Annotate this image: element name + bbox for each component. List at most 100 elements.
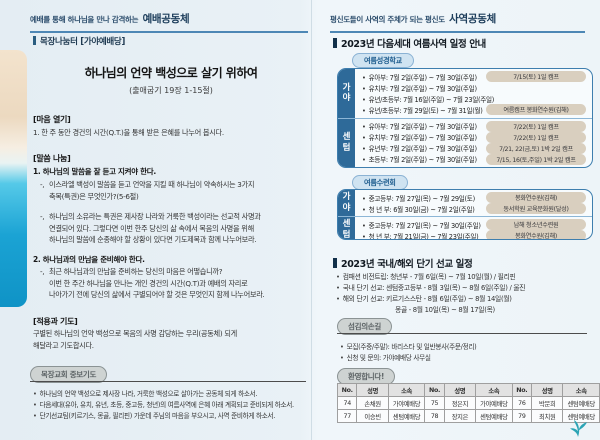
group-header-gaya: 가야 [338, 190, 355, 216]
word-point1-title: 1. 하나님의 말씀을 잘 듣고 지켜야 한다. [33, 167, 156, 176]
schedule-row: 유년/초등부: 7월 29일(토) ~ 7월 31일(월) 여름캠프 봉화연수원… [362, 104, 586, 116]
beach-photo [0, 50, 27, 307]
mind-opening-line: 1. 한 주 동안 경건의 시간(Q.T.)을 통해 받은 은혜를 나누어 봅시… [33, 128, 224, 137]
serving-bullet: 모집(주중/주말): 바리스타 및 일반봉사(주문/정리) [340, 341, 477, 351]
mission-heading: 2023년 국내/해외 단기 선교 일정 [333, 256, 473, 270]
sermon-scripture: (출애굽기 19장 1-15절) [129, 86, 213, 95]
camp-badge: 7/15, 16(토,주일) 1박 2일 캠프 [486, 153, 586, 165]
mind-opening-heading: [마음 열기] [33, 115, 71, 124]
right-page-header: 평신도들이 사역의 주체가 되는 평신도 사역공동체 [330, 11, 585, 33]
word-point2-title: 2. 하나님과의 만남을 준비해야 한다. [33, 255, 145, 264]
intercession-bullet: 단기선교팀(키르기스, 몽골, 필리핀) 가운데 주님의 마음을 부으시고, 사… [33, 410, 276, 420]
col-header-branch: 소속 [562, 383, 600, 397]
retreat-table: 가야 중고등부: 7월 27일(목) ~ 7월 29일(토) 봉화연수원(김해)… [337, 189, 593, 240]
bible-school-group-centum: 센텀 유아부: 7월 2일(주일) ~ 7월 30일(주일) 7/22(토) 1… [338, 117, 592, 167]
intercession-bullet: 다음세대(유아, 유치, 유년, 초등, 중고등, 청년)의 여름사역에 은혜 … [33, 399, 295, 409]
intercession-bullet: 하나님의 언약 백성으로 제사장 나라, 거룩한 백성으로 살아가는 공동체 되… [33, 388, 258, 398]
serving-rule [337, 333, 587, 334]
mission-bullet: 국내 단기 선교: 센텀중고등부 - 8월 3일(목) ~ 8월 6일(주일) … [336, 282, 526, 292]
left-header-emphasis: 예배공동체 [142, 13, 190, 25]
intercession-tab: 목장교회 중보기도 [30, 366, 108, 383]
col-header-name: 성명 [531, 383, 564, 397]
application-text: 구별된 하나님의 언약 백성으로 복음의 사명 감당하는 우리(공동체) 되게 … [33, 329, 237, 350]
camp-badge: 여름캠프 봉화연수원(김해) [486, 104, 586, 116]
schedule-row: 청 년 부: 7월 21일(금) ~ 7월 23일(주일) 봉화연수원(김해) [362, 230, 586, 239]
word-sharing-heading: [말씀 나눔] [33, 154, 71, 163]
intercession-rule [30, 381, 306, 382]
retreat-group-centum: 센텀 중고등부: 7월 27일(목) ~ 7월 30일(주일) 남해 청소년수련… [338, 216, 592, 239]
application-heading: [적용과 기도] [33, 317, 78, 326]
left-header-tagline: 예배를 통해 하나님을 만나 감격하는 [30, 15, 139, 24]
member-no: 74 [336, 396, 358, 410]
word-point2-sub1: 최근 하나님과의 만남을 준비하는 당신의 마음은 어떻습니까? 이번 한 주간… [40, 266, 265, 301]
right-header-emphasis: 사역공동체 [449, 13, 496, 25]
col-header-no: No. [511, 383, 533, 397]
member-name: 최치원 [531, 409, 564, 423]
summer-schedule-heading: 2023년 다음세대 여름사역 일정 안내 [333, 36, 486, 50]
col-header-no: No. [424, 383, 445, 397]
camp-badge: 7/15(토) 1일 캠프 [486, 71, 586, 83]
serving-bullet: 신청 및 문의: 가야예배당 사무실 [340, 352, 431, 362]
camp-badge: 남해 청소년수련원 [486, 219, 586, 230]
member-branch: 가야예배당 [475, 396, 513, 410]
member-no: 79 [511, 409, 533, 423]
schedule-row: 유치부: 7월 2일(주일) ~ 7월 30일(주일) [362, 83, 586, 93]
sermon-title: 하나님의 언약 백성으로 살기 위하여 [84, 66, 258, 80]
member-no: 75 [424, 396, 445, 410]
group-header-gaya: 가야 [338, 69, 355, 118]
member-branch: 센텀예배당 [475, 409, 513, 423]
col-header-branch: 소속 [387, 383, 426, 397]
schedule-row: 유치부: 7월 2일(주일) ~ 7월 30일(주일) 7/22(토) 1일 캠… [362, 131, 586, 143]
member-name: 박문희 [531, 396, 564, 410]
member-branch: 센텀예배당 [562, 409, 600, 423]
member-name: 손채원 [356, 396, 389, 410]
welcome-row: 77 이승빈 센텀예배당 78 장지은 센텀예배당 79 최치원 센텀예배당 [336, 409, 600, 423]
bible-school-group-gaya: 가야 유아부: 7월 2일(주일) ~ 7월 30일(주일) 7/15(토) 1… [338, 69, 592, 118]
word-point1-sub1: 이스라엘 백성이 말씀을 듣고 언약을 지킬 때 하나님이 약속하시는 3가지 … [40, 179, 255, 202]
member-name: 장지은 [443, 409, 477, 423]
member-branch: 센텀예배당 [387, 409, 426, 423]
bible-school-pill: 여름성경학교 [352, 53, 414, 68]
camp-badge: 7/21, 22(금,토) 1박 2일 캠프 [486, 142, 586, 154]
camp-badge: 봉화연수원(김해) [486, 230, 586, 239]
member-name: 정은지 [443, 396, 477, 410]
word-point1-sub2: 하나님의 소유라는 특권은 제사장 나라와 거룩한 백성이라는 선교적 사명과 … [40, 211, 261, 246]
schedule-row: 유년/초등부: 7월 16일(주일) ~ 7월 23일(주일) [362, 94, 586, 104]
member-no: 77 [336, 409, 358, 423]
col-header-name: 성명 [356, 383, 389, 397]
member-branch: 가야예배당 [387, 396, 426, 410]
schedule-row: 중고등부: 7월 27일(목) ~ 7월 29일(토) 봉화연수원(김해) [362, 192, 586, 203]
page-center-divider [311, 0, 312, 440]
sermon-title-block: 하나님의 언약 백성으로 살기 위하여 (출애굽기 19장 1-15절) [40, 64, 302, 96]
camp-badge: 7/22(토) 1일 캠프 [486, 120, 586, 132]
mission-bullet: 해외 단기 선교: 키르기스스탄 - 8월 6일(주일) ~ 8월 14일(월) [336, 293, 512, 303]
member-no: 76 [511, 396, 533, 410]
schedule-row: 유아부: 7월 2일(주일) ~ 7월 30일(주일) 7/22(토) 1일 캠… [362, 120, 586, 132]
schedule-row: 청 년 부: 6월 30일(금) ~ 7월 2일(주일) 동서학원 교육문화원(… [362, 203, 586, 214]
member-name: 이승빈 [356, 409, 389, 423]
retreat-group-gaya: 가야 중고등부: 7월 27일(목) ~ 7월 29일(토) 봉화연수원(김해)… [338, 190, 592, 216]
mission-bullet: 컴패션 비전트립: 청년부 - 7월 6일(목) ~ 7월 10일(월) / 필… [336, 271, 516, 281]
schedule-row: 유년부: 7월 2일(주일) ~ 7월 30일(주일) 7/21, 22(금,토… [362, 142, 586, 154]
col-header-no: No. [336, 383, 358, 397]
welcome-header-row: No. 성명 소속 No. 성명 소속 No. 성명 소속 [336, 383, 600, 397]
welcome-table: No. 성명 소속 No. 성명 소속 No. 성명 소속 74 손채원 가야예… [336, 383, 600, 423]
church-logo-leaf-icon [570, 420, 587, 437]
col-header-name: 성명 [443, 383, 477, 397]
group-header-centum: 센텀 [338, 217, 355, 239]
section-label-mokjang: 목장나눔터 [가야예배당] [33, 35, 125, 47]
schedule-row: 유아부: 7월 2일(주일) ~ 7월 30일(주일) 7/15(토) 1일 캠… [362, 71, 586, 83]
col-header-branch: 소속 [475, 383, 513, 397]
camp-badge: 봉화연수원(김해) [486, 192, 586, 203]
member-branch: 센텀예배당 [562, 396, 600, 410]
right-header-tagline: 평신도들이 사역의 주체가 되는 평신도 [330, 15, 445, 24]
welcome-row: 74 손채원 가야예배당 75 정은지 가야예배당 76 박문희 센텀예배당 [336, 396, 600, 410]
member-no: 78 [424, 409, 445, 423]
camp-badge: 동서학원 교육문화원(달성) [486, 203, 586, 214]
retreat-pill: 여름수련회 [352, 175, 408, 190]
group-header-centum: 센텀 [338, 118, 355, 167]
serving-tab: 섬김의손길 [337, 318, 392, 335]
mission-bullet-continuation: 몽골 - 8월 10일(목) ~ 8월 17일(목) [395, 306, 495, 314]
left-page-header: 예배를 통해 하나님을 만나 감격하는 예배공동체 [30, 11, 308, 33]
camp-badge: 7/22(토) 1일 캠프 [486, 131, 586, 143]
